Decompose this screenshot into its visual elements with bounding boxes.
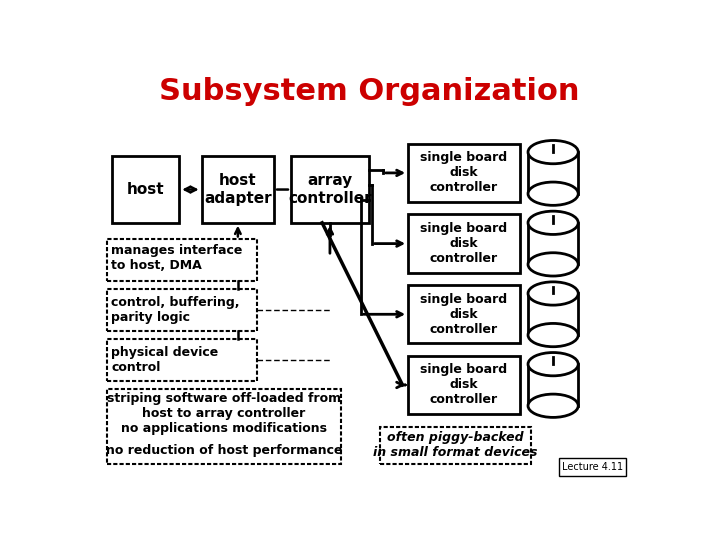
FancyBboxPatch shape (107, 239, 258, 281)
Text: physical device
control: physical device control (111, 346, 218, 374)
Text: no applications modifications: no applications modifications (121, 422, 327, 435)
Text: single board
disk
controller: single board disk controller (420, 222, 508, 265)
Text: host
adapter: host adapter (204, 173, 271, 206)
Ellipse shape (528, 323, 578, 347)
Text: control, buffering,
parity logic: control, buffering, parity logic (111, 296, 240, 324)
FancyBboxPatch shape (408, 285, 520, 343)
Text: array
controller: array controller (288, 173, 372, 206)
Ellipse shape (528, 394, 578, 417)
Ellipse shape (528, 253, 578, 276)
Bar (528, 223, 578, 265)
FancyBboxPatch shape (408, 214, 520, 273)
FancyBboxPatch shape (408, 144, 520, 202)
Text: single board
disk
controller: single board disk controller (420, 293, 508, 336)
Bar (528, 152, 578, 194)
FancyBboxPatch shape (291, 156, 369, 223)
Text: Lecture 4.11: Lecture 4.11 (562, 462, 623, 472)
FancyBboxPatch shape (559, 458, 626, 476)
FancyBboxPatch shape (380, 427, 531, 464)
Text: single board
disk
controller: single board disk controller (420, 363, 508, 407)
Bar (528, 293, 578, 335)
FancyBboxPatch shape (107, 289, 258, 331)
Text: often piggy-backed
in small format devices: often piggy-backed in small format devic… (373, 431, 538, 459)
Ellipse shape (528, 182, 578, 205)
Ellipse shape (528, 211, 578, 234)
Text: single board
disk
controller: single board disk controller (420, 151, 508, 194)
Bar (528, 364, 578, 406)
FancyBboxPatch shape (408, 356, 520, 414)
Text: host: host (127, 182, 165, 197)
FancyBboxPatch shape (107, 389, 341, 464)
Ellipse shape (528, 282, 578, 305)
Text: no reduction of host performance: no reduction of host performance (106, 444, 342, 457)
Ellipse shape (528, 140, 578, 164)
FancyBboxPatch shape (112, 156, 179, 223)
Text: manages interface
to host, DMA: manages interface to host, DMA (111, 244, 243, 272)
Text: Subsystem Organization: Subsystem Organization (158, 77, 580, 106)
Ellipse shape (528, 353, 578, 376)
FancyBboxPatch shape (107, 339, 258, 381)
FancyBboxPatch shape (202, 156, 274, 223)
Text: striping software off-loaded from
host to array controller: striping software off-loaded from host t… (107, 392, 341, 420)
